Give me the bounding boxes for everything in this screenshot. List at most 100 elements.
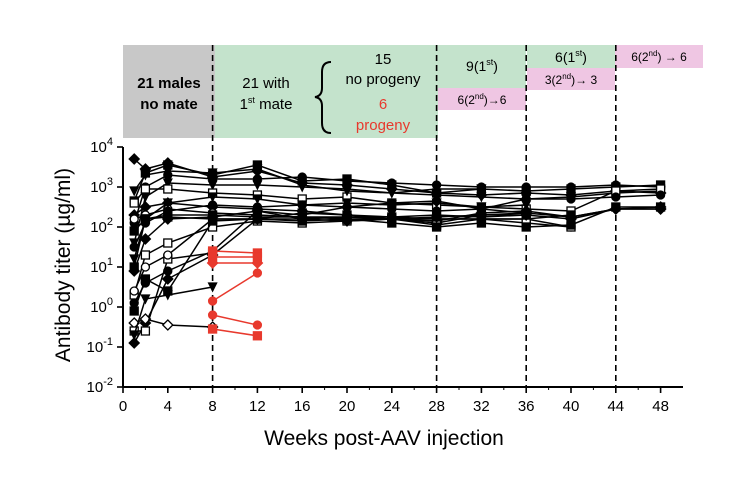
series-line xyxy=(134,252,213,332)
y-tick-label: 103 xyxy=(90,176,113,196)
data-point xyxy=(207,168,218,179)
data-point xyxy=(129,198,139,208)
data-point xyxy=(207,282,218,293)
axes: 0 4 8 12 16 20 24 28 32 36 40 44 4810410310210110010… xyxy=(87,136,683,415)
y-tick-label: 101 xyxy=(90,256,113,276)
data-point xyxy=(252,194,263,205)
series-line xyxy=(133,208,661,272)
data-point xyxy=(252,214,263,224)
data-point xyxy=(521,182,531,192)
data-point xyxy=(140,262,151,272)
p28-top-label: 9(1st) xyxy=(466,57,498,74)
data-point xyxy=(129,186,140,197)
data-point xyxy=(342,202,352,212)
no-mate-line1: 21 males xyxy=(137,75,200,92)
data-point xyxy=(140,170,151,181)
data-point xyxy=(297,172,307,182)
data-point xyxy=(207,296,218,306)
data-point xyxy=(163,212,173,222)
p36-top-label: 6(1st) xyxy=(555,48,587,65)
data-point xyxy=(140,294,151,305)
p28-top-box xyxy=(438,45,526,88)
data-point xyxy=(342,176,352,186)
series-line xyxy=(133,194,661,304)
data-point xyxy=(207,310,218,320)
data-point xyxy=(161,319,174,331)
y-tick-label: 10-2 xyxy=(87,376,113,396)
data-point xyxy=(341,186,353,197)
progeny-series xyxy=(206,257,264,269)
data-point xyxy=(129,262,139,272)
data-point xyxy=(566,220,576,230)
x-tick-label: 4 xyxy=(164,398,172,415)
data-point xyxy=(566,194,576,204)
x-tick-label: 0 xyxy=(119,398,127,415)
data-point xyxy=(430,211,443,223)
series-line xyxy=(133,182,661,244)
phase-panel: 21 males no mate 21 with 1st mate 15 no … xyxy=(123,45,703,138)
p36-bottom-box xyxy=(527,68,615,90)
series-line xyxy=(133,206,661,344)
progeny-count: 6 xyxy=(379,96,387,113)
progeny-series xyxy=(207,252,263,262)
no-mate-line2: no mate xyxy=(140,96,198,113)
data-point xyxy=(163,238,173,248)
x-tick-label: 48 xyxy=(652,398,669,415)
data-point xyxy=(162,198,173,209)
x-tick-label: 20 xyxy=(339,398,356,415)
male-series xyxy=(129,192,532,265)
progeny-series xyxy=(207,268,263,306)
data-point xyxy=(162,178,173,189)
male-series xyxy=(129,200,531,252)
series-line xyxy=(212,314,258,326)
male-series xyxy=(129,208,531,316)
y-tick-label: 100 xyxy=(90,296,113,316)
data-point xyxy=(140,250,151,260)
x-tick-label: 36 xyxy=(518,398,535,415)
male-series xyxy=(129,202,666,272)
y-tick-label: 104 xyxy=(90,136,113,156)
data-point xyxy=(297,200,308,211)
data-point xyxy=(129,306,139,316)
data-point xyxy=(140,184,151,194)
data-point xyxy=(520,209,533,221)
y-tick-label: 10-1 xyxy=(87,336,113,356)
data-point xyxy=(566,182,576,192)
male-series xyxy=(129,214,576,300)
data-point xyxy=(140,326,151,336)
data-point xyxy=(129,214,139,224)
series-line xyxy=(212,250,258,254)
data-point xyxy=(252,331,263,341)
series-line xyxy=(133,174,661,224)
x-tick-label: 12 xyxy=(249,398,266,415)
p36-top-box xyxy=(527,45,615,68)
data-point xyxy=(207,214,218,224)
data-point xyxy=(129,330,140,341)
x-tick-label: 44 xyxy=(607,398,624,415)
first-mate-box xyxy=(215,45,438,138)
p36-bottom-label: 3(2nd)→ 3 xyxy=(545,72,598,87)
no-progeny-count: 15 xyxy=(375,51,392,68)
data-point xyxy=(431,196,442,206)
series-line xyxy=(133,188,661,212)
data-point xyxy=(431,184,442,195)
no-progeny-label: no progeny xyxy=(345,71,421,88)
data-point xyxy=(161,273,174,285)
data-point xyxy=(297,216,307,226)
series-line xyxy=(133,318,213,328)
data-point xyxy=(252,180,263,191)
data-point xyxy=(163,184,173,194)
p44-box xyxy=(615,45,703,68)
p28-bottom-label: 6(2nd)→6 xyxy=(458,92,507,107)
x-tick-label: 28 xyxy=(428,398,445,415)
data-point xyxy=(140,214,151,224)
series-line xyxy=(212,272,258,302)
data-point xyxy=(252,164,263,175)
data-point xyxy=(129,286,139,296)
data-point xyxy=(431,222,442,232)
data-point xyxy=(476,218,487,228)
data-point xyxy=(342,214,352,224)
male-series xyxy=(129,164,487,199)
data-point xyxy=(655,202,666,212)
